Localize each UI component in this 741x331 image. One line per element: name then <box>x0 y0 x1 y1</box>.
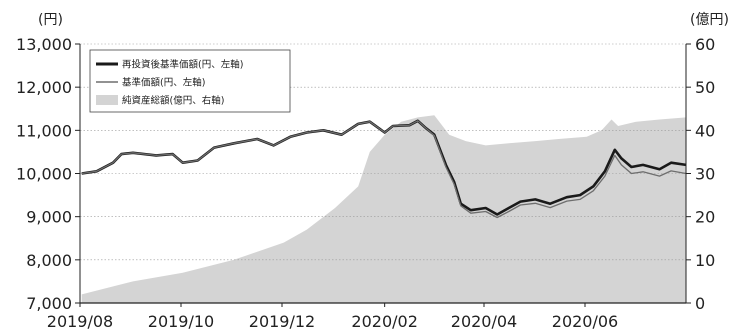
right-axis-unit: (億円) <box>690 12 729 28</box>
left-axis-unit: (円) <box>38 12 63 28</box>
left-tick-label: 8,000 <box>26 251 72 270</box>
x-tick-label: 2019/10 <box>148 312 214 331</box>
left-tick-label: 11,000 <box>16 121 72 140</box>
legend-item-net-assets-swatch <box>96 95 118 105</box>
series-area-net-assets <box>82 115 686 303</box>
x-tick-label: 2020/04 <box>451 312 517 331</box>
legend-item-nav-label: 基準価額(円、左軸) <box>122 77 205 89</box>
legend-item-net-assets-label: 純資産総額(億円、右軸) <box>122 95 224 107</box>
x-tick-label: 2020/02 <box>351 312 417 331</box>
right-tick-label: 40 <box>695 121 715 140</box>
right-tick-label: 50 <box>695 78 715 97</box>
left-tick-label: 9,000 <box>26 208 72 227</box>
legend-item-reinvested-nav-label: 再投資後基準価額(円、左軸) <box>122 59 243 71</box>
x-tick-label: 2020/06 <box>552 312 618 331</box>
left-tick-label: 13,000 <box>16 35 72 54</box>
right-tick-label: 10 <box>695 251 715 270</box>
x-tick-label: 2019/08 <box>47 312 113 331</box>
left-tick-label: 10,000 <box>16 165 72 184</box>
legend: 再投資後基準価額(円、左軸) 基準価額(円、左軸) 純資産総額(億円、右軸) <box>90 50 290 112</box>
right-tick-label: 20 <box>695 208 715 227</box>
right-tick-label: 30 <box>695 165 715 184</box>
left-tick-label: 12,000 <box>16 78 72 97</box>
right-tick-label: 0 <box>695 294 705 313</box>
left-tick-label: 7,000 <box>26 294 72 313</box>
x-tick-label: 2019/12 <box>249 312 315 331</box>
right-tick-label: 60 <box>695 35 715 54</box>
